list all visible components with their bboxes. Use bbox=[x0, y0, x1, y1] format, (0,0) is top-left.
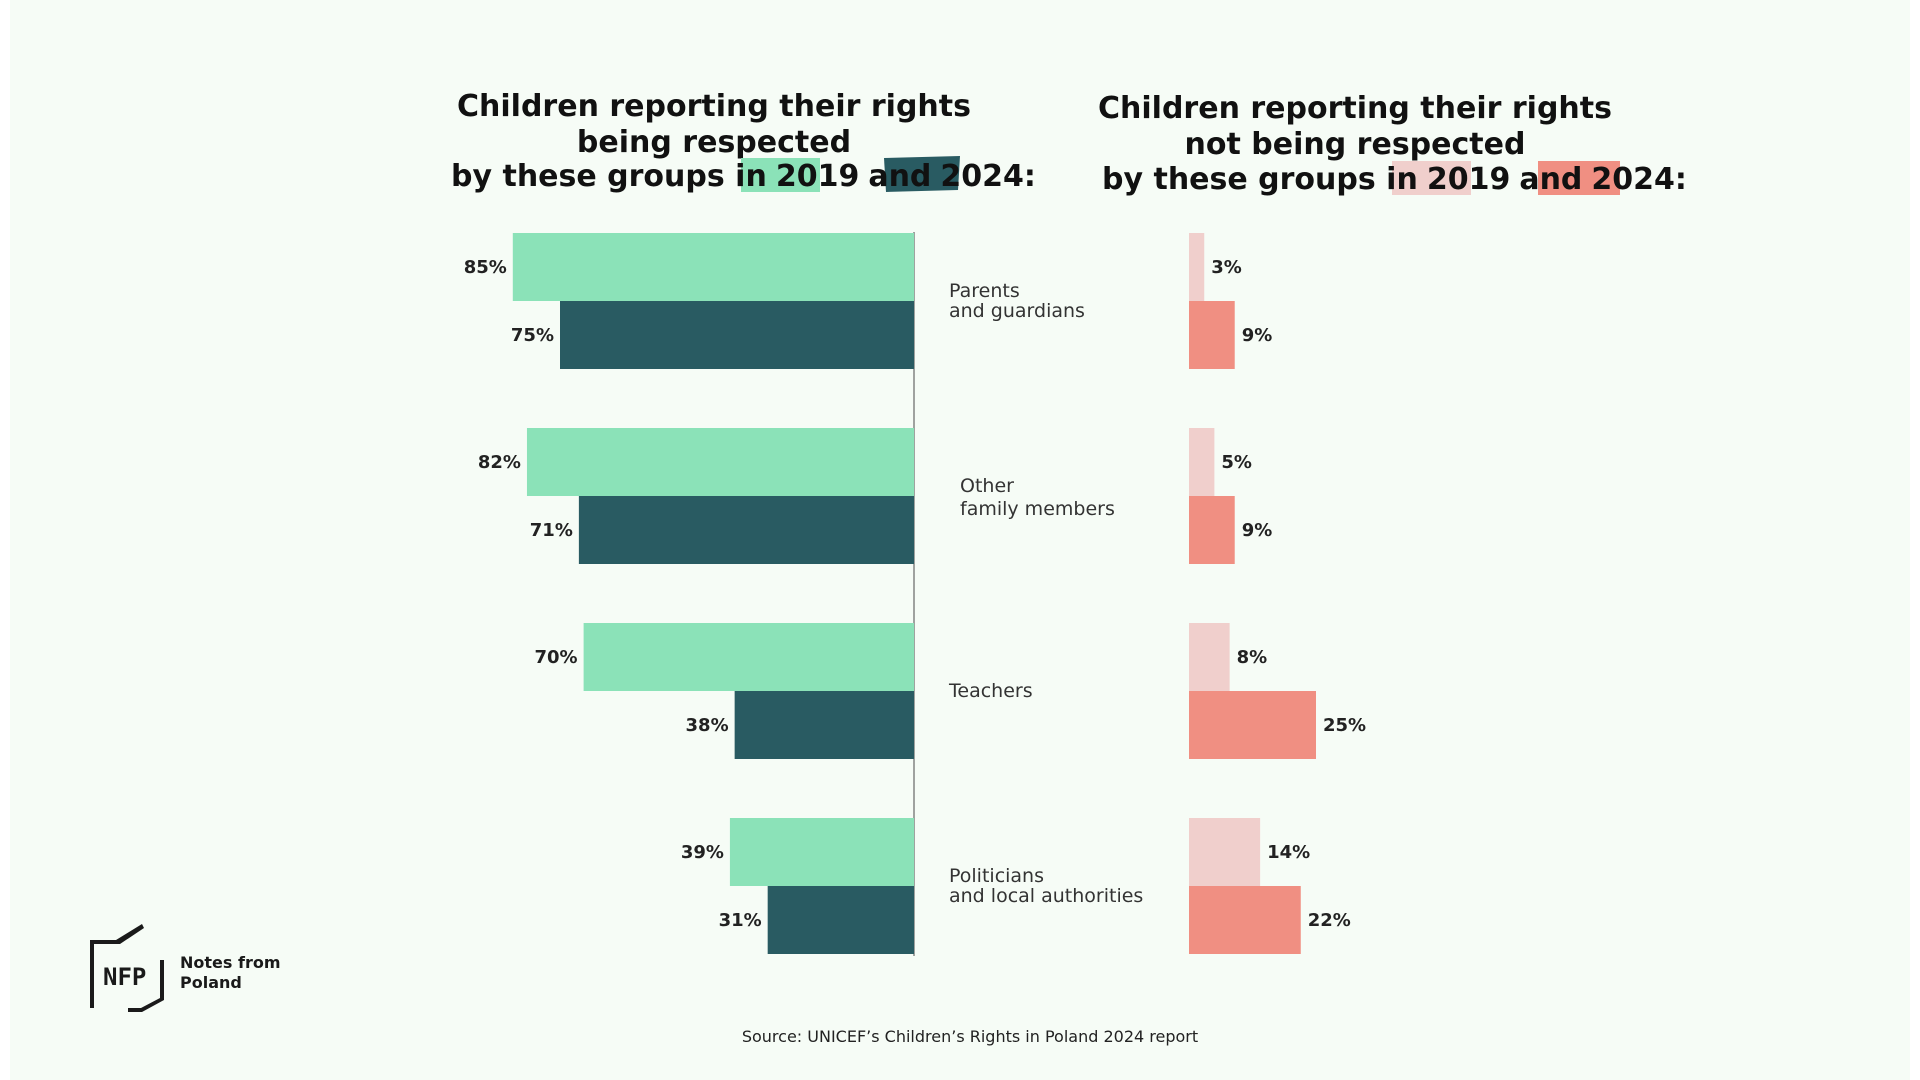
right-value-label-politicians-2024: 22% bbox=[1308, 910, 1351, 931]
left-bar-family-2019 bbox=[526, 428, 914, 496]
left-bar-politicians-2019 bbox=[729, 818, 914, 886]
right-bar-teachers-2019 bbox=[1189, 623, 1230, 691]
left-bar-family-2024 bbox=[578, 496, 914, 564]
right-bar-parents-2024 bbox=[1189, 301, 1235, 369]
category-label-teachers-line-1: Teachers bbox=[948, 680, 1033, 702]
left-title-year-2019: 2019 bbox=[776, 159, 860, 194]
right-bar-politicians-2019 bbox=[1189, 818, 1261, 886]
right-value-label-family-2019: 5% bbox=[1221, 452, 1252, 473]
right-title-line-3: by these groups in 2019 and 2024: bbox=[1102, 162, 1687, 197]
right-value-label-parents-2024: 9% bbox=[1242, 325, 1273, 346]
left-value-label-family-2019: 82% bbox=[478, 452, 521, 473]
right-title-connector: and bbox=[1519, 162, 1582, 197]
category-label-politicians-line-1: Politicians bbox=[949, 865, 1044, 887]
right-bar-teachers-2024 bbox=[1189, 691, 1316, 759]
right-bar-parents-2019 bbox=[1189, 233, 1205, 301]
right-value-label-family-2024: 9% bbox=[1242, 520, 1273, 541]
right-title-line-1: Children reporting their rights bbox=[1098, 91, 1612, 126]
left-title-line-1: Children reporting their rights bbox=[457, 89, 971, 124]
left-title-2024-highlight bbox=[884, 156, 960, 192]
left-chart-title: Children reporting their rights being re… bbox=[451, 89, 1036, 194]
right-title-2024-highlight bbox=[1538, 161, 1620, 195]
left-title-year-2024: 2024: bbox=[940, 159, 1036, 194]
logo-mark: NFP bbox=[103, 963, 146, 991]
logo-line-2: Poland bbox=[180, 973, 242, 992]
left-title-line-3: by these groups in 2019 and 2024: bbox=[451, 159, 1036, 194]
category-label-parents-line-2: and guardians bbox=[949, 300, 1085, 322]
left-value-label-teachers-2024: 38% bbox=[686, 715, 729, 736]
category-label-parents-line-1: Parents bbox=[949, 280, 1020, 302]
right-chart-title: Children reporting their rights not bein… bbox=[1098, 91, 1687, 197]
logo-line-1: Notes from bbox=[180, 953, 281, 972]
right-bar-family-2019 bbox=[1189, 428, 1215, 496]
left-value-label-parents-2019: 85% bbox=[464, 257, 507, 278]
chart-canvas: Children reporting their rights being re… bbox=[10, 0, 1910, 1080]
right-title-year-2019: 2019 bbox=[1427, 162, 1511, 197]
left-bar-politicians-2024 bbox=[767, 886, 914, 954]
left-value-label-teachers-2019: 70% bbox=[535, 647, 578, 668]
right-bar-family-2024 bbox=[1189, 496, 1235, 564]
right-value-label-teachers-2019: 8% bbox=[1237, 647, 1268, 668]
right-title-line-2: not being respected bbox=[1185, 127, 1526, 162]
right-chart-bars: 3% 9% 5% 9% 8% 25% 14% 22% bbox=[1189, 233, 1366, 954]
right-value-label-politicians-2019: 14% bbox=[1267, 842, 1310, 863]
left-title-line-2: being respected bbox=[577, 125, 851, 160]
left-chart-bars: 85% 75% 82% 71% 70% 38% 39% 31% bbox=[464, 233, 914, 954]
left-value-label-politicians-2019: 39% bbox=[681, 842, 724, 863]
source-note: Source: UNICEF’s Children’s Rights in Po… bbox=[742, 1027, 1198, 1046]
right-title-2019-highlight bbox=[1392, 161, 1471, 195]
right-value-label-parents-2019: 3% bbox=[1211, 257, 1242, 278]
left-title-prefix: by these groups in bbox=[451, 159, 767, 194]
left-value-label-parents-2024: 75% bbox=[511, 325, 554, 346]
left-title-connector: and bbox=[868, 159, 931, 194]
right-value-label-teachers-2024: 25% bbox=[1323, 715, 1366, 736]
logo-frame-bottom bbox=[128, 960, 164, 1012]
left-title-2019-highlight bbox=[741, 158, 820, 192]
left-bar-teachers-2024 bbox=[734, 691, 914, 759]
left-value-label-family-2024: 71% bbox=[530, 520, 573, 541]
right-title-prefix: by these groups in bbox=[1102, 162, 1418, 197]
right-bar-politicians-2024 bbox=[1189, 886, 1301, 954]
nfp-logo: NFP Notes from Poland bbox=[90, 924, 281, 1012]
category-label-family-line-1: Other bbox=[960, 475, 1014, 497]
logo-frame-top bbox=[90, 924, 144, 1008]
left-value-label-politicians-2024: 31% bbox=[719, 910, 762, 931]
category-label-politicians-line-2: and local authorities bbox=[949, 885, 1143, 907]
left-bar-teachers-2019 bbox=[583, 623, 914, 691]
left-bar-parents-2024 bbox=[560, 301, 914, 369]
chart-svg: Children reporting their rights being re… bbox=[90, 89, 1687, 1046]
category-label-family-line-2: family members bbox=[960, 498, 1115, 520]
right-title-year-2024: 2024: bbox=[1591, 162, 1687, 197]
left-bar-parents-2019 bbox=[512, 233, 914, 301]
